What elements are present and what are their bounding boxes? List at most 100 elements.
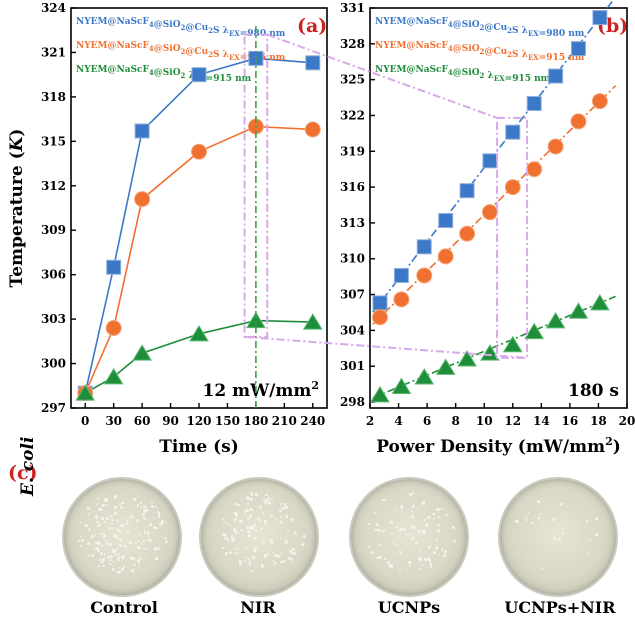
bacterial-colony bbox=[269, 495, 272, 497]
bacterial-colony bbox=[435, 546, 439, 550]
bacterial-colony bbox=[246, 496, 249, 500]
bacterial-colony bbox=[133, 498, 136, 501]
bacterial-colony bbox=[436, 508, 440, 512]
bacterial-colony bbox=[269, 539, 273, 543]
y-tick-label: 297 bbox=[41, 401, 66, 415]
bacterial-colony bbox=[419, 568, 422, 570]
bacterial-colony bbox=[117, 556, 120, 559]
data-point bbox=[591, 93, 608, 110]
data-point bbox=[416, 239, 432, 255]
bacterial-colony bbox=[228, 550, 232, 555]
bacterial-colony bbox=[125, 518, 129, 522]
bacterial-colony bbox=[524, 516, 527, 519]
bacterial-colony bbox=[398, 550, 401, 553]
bacterial-colony bbox=[95, 541, 99, 545]
bacterial-colony bbox=[264, 521, 267, 525]
bacterial-colony bbox=[245, 525, 250, 530]
data-point bbox=[459, 225, 476, 242]
bacterial-colony bbox=[225, 523, 229, 526]
bacterial-colony bbox=[551, 517, 556, 521]
bacterial-colony bbox=[370, 551, 373, 554]
bacterial-colony bbox=[574, 534, 578, 538]
bacterial-colony bbox=[238, 563, 242, 567]
x-tick-label: 8 bbox=[451, 414, 459, 428]
data-point bbox=[459, 183, 475, 199]
x-tick-label: 6 bbox=[423, 414, 431, 428]
data-point bbox=[482, 153, 498, 169]
bacterial-colony bbox=[387, 560, 391, 565]
bacterial-colony bbox=[524, 555, 527, 557]
data-point bbox=[75, 384, 96, 401]
bacterial-colony bbox=[267, 553, 270, 556]
bacterial-colony bbox=[288, 557, 292, 561]
bacterial-colony bbox=[116, 570, 119, 574]
bacterial-colony bbox=[142, 516, 147, 521]
data-point bbox=[545, 311, 566, 329]
bacterial-colony bbox=[100, 532, 103, 535]
petri-dish-control bbox=[64, 479, 180, 595]
bacterial-colony bbox=[112, 568, 115, 571]
data-point bbox=[105, 320, 122, 336]
bacterial-colony bbox=[249, 514, 252, 517]
bacterial-colony bbox=[400, 528, 404, 532]
bacterial-colony bbox=[280, 561, 283, 564]
x-tick-label: 14 bbox=[533, 414, 550, 428]
bacterial-colony bbox=[86, 506, 91, 511]
bacterial-colony bbox=[530, 531, 533, 534]
bacterial-colony bbox=[102, 564, 106, 568]
y-axis-label: Temperature (K) bbox=[7, 129, 27, 288]
bacterial-colony bbox=[222, 532, 226, 536]
bacterial-colony bbox=[96, 497, 99, 500]
bacterial-colony bbox=[265, 493, 268, 497]
legend-entry-green-p1: NYEM@NaScF4@SiO2 λEX=915 nm bbox=[375, 65, 551, 84]
bacterial-colony bbox=[101, 558, 105, 561]
data-point bbox=[592, 10, 608, 26]
bacterial-colony bbox=[109, 554, 114, 559]
bacterial-colony bbox=[144, 505, 147, 508]
bacterial-colony bbox=[120, 540, 123, 543]
data-point bbox=[134, 191, 151, 208]
x-tick-label: 20 bbox=[619, 414, 635, 428]
data-point bbox=[570, 113, 587, 130]
bacterial-colony bbox=[531, 522, 534, 525]
figure-panels: 0 30 60 90 120 150 180 210 240297300303306309312… bbox=[7, 0, 635, 457]
bacterial-colony bbox=[294, 532, 297, 535]
data-point bbox=[526, 96, 542, 112]
data-point bbox=[103, 367, 124, 385]
bacterial-colony bbox=[440, 548, 443, 551]
bacterial-colony bbox=[585, 520, 588, 523]
data-point bbox=[106, 259, 122, 275]
legend-entry-blue-p0: NYEM@NaScF4@SiO2@Cu2S λEX=980 nm bbox=[76, 17, 286, 39]
petri-dish-ucnps-nir bbox=[500, 479, 616, 595]
bacterial-colony bbox=[134, 541, 138, 545]
bacterial-colony bbox=[274, 554, 277, 557]
bacterial-colony bbox=[421, 564, 424, 566]
bacterial-colony bbox=[390, 533, 393, 535]
bacterial-colony bbox=[443, 549, 448, 553]
bacterial-colony bbox=[111, 518, 114, 522]
bacterial-colony bbox=[249, 525, 253, 530]
bacterial-colony bbox=[267, 496, 271, 500]
bacterial-colony bbox=[432, 517, 435, 520]
bacterial-colony bbox=[236, 552, 239, 555]
bacterial-colony bbox=[248, 561, 251, 564]
bacterial-colony bbox=[247, 510, 250, 513]
bacterial-colony bbox=[252, 537, 256, 541]
bacterial-colony bbox=[417, 530, 420, 532]
bacterial-colony bbox=[142, 505, 145, 508]
bacterial-colony bbox=[138, 539, 141, 543]
data-point bbox=[371, 309, 388, 326]
bacterial-colony bbox=[452, 525, 456, 529]
bacterial-colony bbox=[274, 561, 278, 565]
bacterial-colony bbox=[115, 535, 119, 540]
bacterial-colony bbox=[140, 506, 142, 509]
bacterial-colony bbox=[235, 514, 238, 518]
bacterial-colony bbox=[423, 519, 426, 522]
x-axis-label: Time (s) bbox=[159, 437, 239, 457]
data-point bbox=[435, 358, 456, 375]
bacterial-colony bbox=[88, 528, 90, 530]
bacterial-colony bbox=[234, 511, 238, 515]
bacterial-colony bbox=[123, 545, 128, 549]
bacterial-colony bbox=[155, 505, 157, 508]
bacterial-colony bbox=[561, 531, 565, 535]
